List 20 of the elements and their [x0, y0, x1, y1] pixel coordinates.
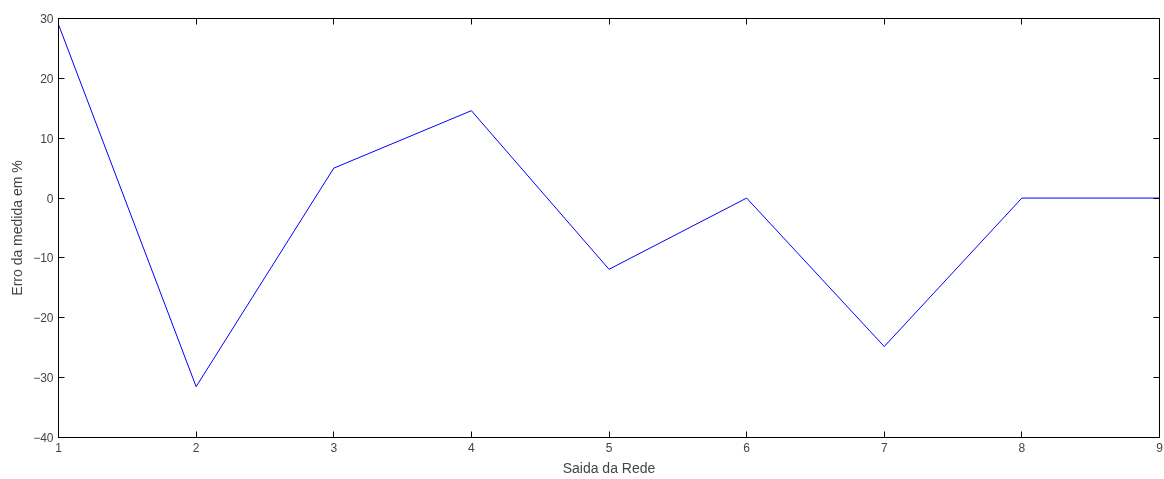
- x-tick-label: 5: [605, 440, 613, 455]
- y-axis-title: Erro da medida em %: [9, 160, 26, 296]
- x-axis-title: Saida da Rede: [562, 459, 656, 476]
- x-tick-label: 2: [192, 440, 200, 455]
- y-tick-label: −20: [33, 311, 54, 326]
- y-tick-label: −30: [33, 371, 54, 386]
- x-tick-label: 8: [1018, 440, 1026, 455]
- y-tick-label: 10: [40, 131, 54, 146]
- y-tick-label: 30: [40, 12, 54, 26]
- y-tick-label: 0: [46, 191, 54, 206]
- x-tick-label: 7: [880, 440, 888, 455]
- y-tick-label: 20: [40, 71, 54, 86]
- x-tick-label: 9: [1156, 440, 1164, 455]
- y-tick-label: −10: [33, 251, 54, 266]
- x-tick-label: 1: [55, 440, 63, 455]
- x-tick-label: 4: [468, 440, 476, 455]
- x-tick-label: 3: [330, 440, 338, 455]
- line-series: [58, 23, 1160, 388]
- y-tick-label: −40: [33, 431, 54, 445]
- x-tick-label: 6: [743, 440, 751, 455]
